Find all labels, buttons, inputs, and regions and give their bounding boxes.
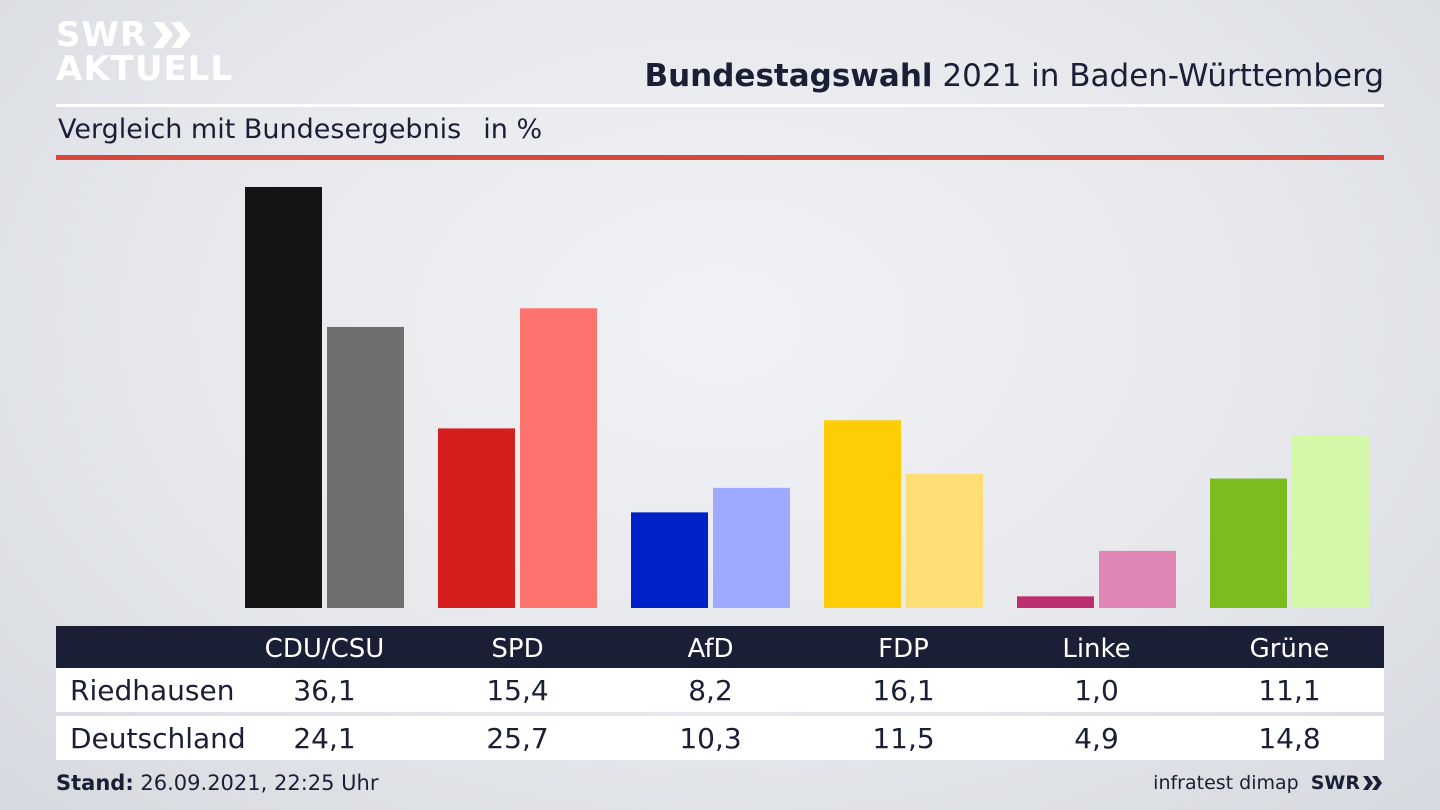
unit-label: in %: [483, 114, 543, 145]
page-title: Bundestagswahl 2021 in Baden-Württemberg: [644, 58, 1384, 94]
value-cdu-csu-deutschland: 24,1: [293, 721, 356, 755]
category-label-fdp: FDP: [878, 634, 929, 664]
value-spd-deutschland: 25,7: [486, 721, 549, 755]
table-header-row: CDU/CSU SPD AfD FDP Linke Grüne: [56, 626, 1384, 668]
bar-spd-deutschland: [520, 308, 597, 608]
value-fdp-riedhausen: 16,1: [872, 673, 935, 707]
table-row-riedhausen: Riedhausen 36,1 15,4 8,2 16,1 1,0 11,1: [56, 668, 1384, 712]
value-afd-deutschland: 10,3: [679, 721, 742, 755]
stand-value: 26.09.2021, 22:25 Uhr: [133, 771, 379, 795]
row-label-riedhausen: Riedhausen: [70, 673, 235, 707]
source-credit: infratest dimap SWR: [1153, 772, 1384, 794]
title-divider: [56, 104, 1384, 107]
logo-text-swr: SWR: [56, 15, 148, 55]
subtitle-text: Vergleich mit Bundesergebnis: [58, 114, 462, 145]
value-gruene-riedhausen: 11,1: [1258, 673, 1321, 707]
value-afd-riedhausen: 8,2: [688, 673, 733, 707]
value-linke-deutschland: 4,9: [1074, 721, 1119, 755]
row-label-deutschland: Deutschland: [70, 721, 246, 755]
category-label-gruene: Grüne: [1249, 634, 1330, 664]
title-rest: 2021 in Baden-Württemberg: [932, 58, 1384, 94]
bar-fdp-deutschland: [906, 473, 983, 608]
bar-afd-riedhausen: [631, 512, 708, 608]
swr-aktuell-logo: SWR AKTUELL: [56, 18, 233, 86]
table-row-deutschland: Deutschland 24,1 25,7 10,3 11,5 4,9 14,8: [56, 716, 1384, 760]
swr-brand-text: SWR: [1310, 772, 1360, 794]
swr-brand: SWR: [1311, 772, 1384, 794]
stand-label: Stand:: [56, 771, 134, 795]
bar-cdu-csu-deutschland: [327, 326, 404, 608]
category-label-linke: Linke: [1062, 634, 1131, 664]
bar-spd-riedhausen: [438, 428, 515, 608]
bar-gruene-riedhausen: [1210, 478, 1287, 608]
value-fdp-deutschland: 11,5: [872, 721, 935, 755]
value-spd-riedhausen: 15,4: [486, 673, 549, 707]
timestamp: Stand: 26.09.2021, 22:25 Uhr: [56, 771, 379, 795]
bar-fdp-riedhausen: [824, 420, 901, 608]
source-text: infratest dimap: [1153, 772, 1299, 794]
value-linke-riedhausen: 1,0: [1074, 673, 1119, 707]
bar-cdu-csu-riedhausen: [245, 187, 322, 608]
logo-text-aktuell: AKTUELL: [56, 49, 234, 89]
double-chevron-small-icon: [1363, 776, 1382, 790]
value-gruene-deutschland: 14,8: [1258, 721, 1321, 755]
value-cdu-csu-riedhausen: 36,1: [293, 673, 356, 707]
double-chevron-icon: [153, 22, 192, 48]
bar-linke-deutschland: [1099, 550, 1176, 608]
bar-linke-riedhausen: [1017, 596, 1094, 608]
results-table: CDU/CSU SPD AfD FDP Linke Grüne Riedhausen 36…: [56, 626, 1384, 760]
chart-subtitle: Vergleich mit Bundesergebnis in %: [58, 114, 542, 145]
bar-gruene-deutschland: [1292, 435, 1369, 608]
category-label-afd: AfD: [687, 634, 734, 664]
category-label-cdu-csu: CDU/CSU: [264, 634, 385, 664]
title-bold: Bundestagswahl: [644, 58, 933, 94]
bar-afd-deutschland: [713, 487, 790, 608]
subtitle-divider: [56, 155, 1384, 160]
category-label-spd: SPD: [491, 634, 544, 664]
